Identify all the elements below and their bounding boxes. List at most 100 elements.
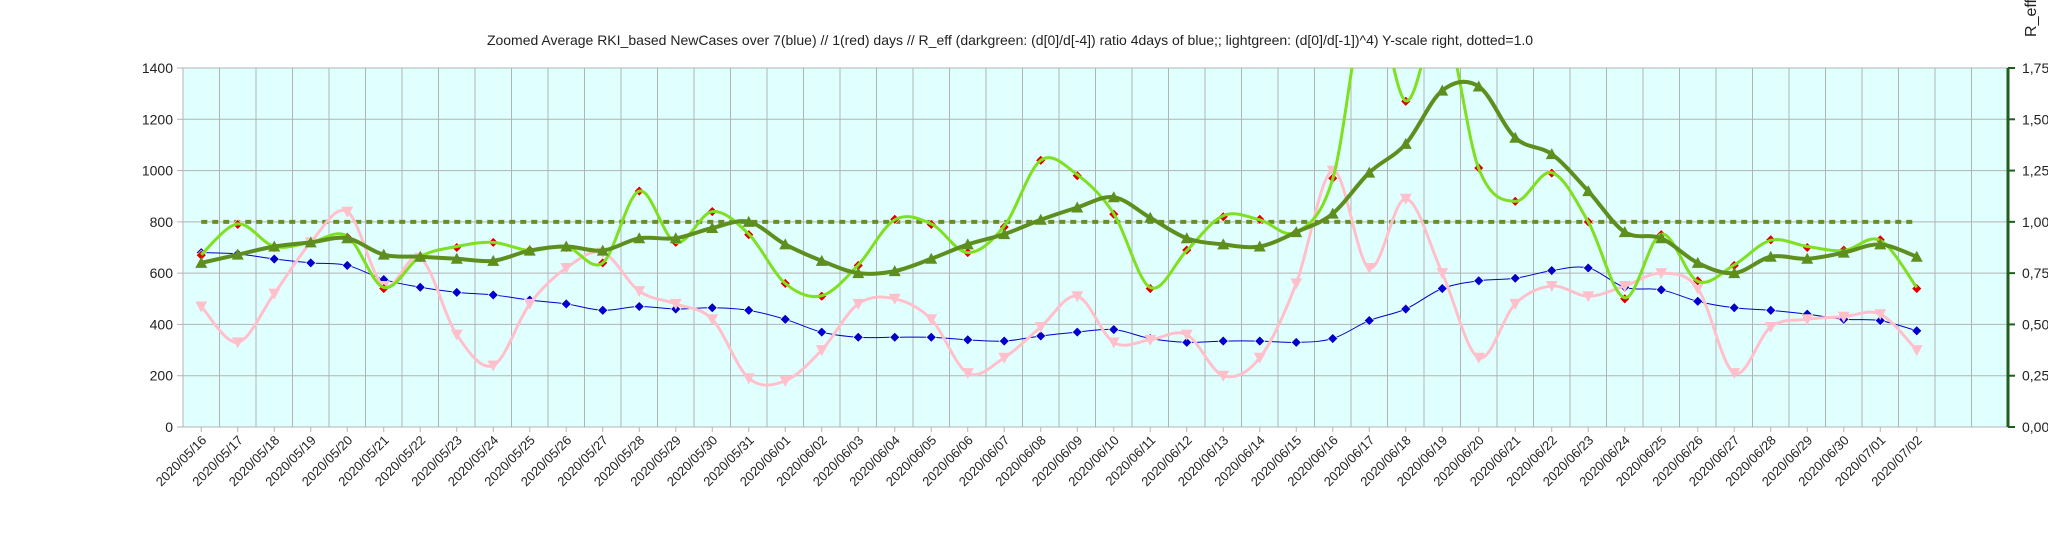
data-point-marker bbox=[1290, 226, 1303, 238]
data-point-marker bbox=[961, 238, 974, 250]
data-point-marker bbox=[1691, 256, 1704, 268]
y-right-tick-label: 1,25 bbox=[2022, 163, 2048, 179]
data-point-marker bbox=[1327, 333, 1339, 344]
data-point-marker bbox=[1874, 309, 1887, 321]
y-left-tick-label: 1400 bbox=[142, 60, 173, 76]
data-point-marker bbox=[1655, 232, 1668, 244]
data-point-marker bbox=[1582, 291, 1595, 303]
series-0 bbox=[195, 247, 1923, 348]
y2-axis-label: R_eff bbox=[2023, 0, 2040, 37]
data-point-marker bbox=[925, 314, 938, 326]
data-point-marker bbox=[231, 248, 244, 260]
data-point-marker bbox=[195, 256, 208, 268]
data-point-marker bbox=[669, 298, 682, 310]
y-left-tick-label: 600 bbox=[150, 265, 174, 281]
data-point-marker bbox=[450, 252, 463, 264]
data-point-marker bbox=[743, 304, 755, 316]
data-point-marker bbox=[1108, 324, 1120, 335]
y-right-tick-label: 0,00 bbox=[2022, 419, 2048, 435]
data-point-marker bbox=[1399, 137, 1412, 149]
data-point-marker bbox=[1217, 370, 1230, 382]
data-point-marker bbox=[961, 368, 974, 380]
data-point-marker bbox=[1545, 148, 1558, 160]
data-point-marker bbox=[1728, 267, 1741, 279]
data-point-marker bbox=[1071, 291, 1084, 303]
data-point-marker bbox=[1180, 232, 1193, 244]
data-point-marker bbox=[1910, 250, 1923, 262]
data-point-marker bbox=[1509, 298, 1522, 310]
data-point-marker bbox=[1107, 337, 1120, 349]
data-point-marker bbox=[414, 250, 427, 262]
data-point-marker bbox=[596, 244, 609, 256]
data-point-marker bbox=[1837, 311, 1850, 323]
series-3 bbox=[200, 68, 1918, 300]
data-point-marker bbox=[523, 244, 536, 256]
data-point-marker bbox=[1910, 345, 1923, 357]
data-point-marker bbox=[1874, 238, 1887, 250]
data-point-marker bbox=[1034, 321, 1047, 333]
data-point-marker bbox=[816, 326, 828, 338]
data-point-marker bbox=[1546, 265, 1558, 277]
data-point-marker bbox=[1655, 284, 1667, 296]
series-4 bbox=[195, 79, 1923, 279]
data-point-marker bbox=[1691, 283, 1704, 295]
y-right-tick-label: 0,50 bbox=[2022, 316, 2048, 332]
data-point-marker bbox=[1363, 263, 1376, 275]
data-point-marker bbox=[1509, 131, 1522, 143]
y-left-tick-label: 400 bbox=[150, 316, 174, 332]
data-point-marker bbox=[962, 334, 974, 346]
data-point-marker bbox=[231, 337, 244, 349]
data-point-marker bbox=[268, 253, 280, 265]
data-point-marker bbox=[852, 267, 865, 279]
data-point-marker bbox=[1545, 280, 1558, 292]
data-point-marker bbox=[1436, 84, 1449, 96]
data-point-marker bbox=[925, 252, 938, 264]
data-point-marker bbox=[633, 286, 646, 298]
data-point-marker bbox=[633, 301, 645, 312]
data-point-marker bbox=[1071, 326, 1083, 338]
data-point-marker bbox=[305, 257, 317, 269]
plot-series bbox=[195, 68, 1923, 387]
y-axis-left: 0 200 400 600 800 1000 1200 1400 bbox=[142, 60, 183, 435]
data-point-marker bbox=[815, 345, 828, 357]
data-point-marker bbox=[1144, 211, 1157, 223]
data-point-marker bbox=[1035, 330, 1047, 342]
data-point-marker bbox=[268, 288, 281, 300]
x-axis: 2020/05/162020/05/172020/05/182020/05/19… bbox=[153, 427, 1925, 489]
y-left-tick-label: 800 bbox=[150, 214, 174, 230]
y-left-tick-label: 200 bbox=[150, 368, 174, 384]
data-point-marker bbox=[1509, 272, 1521, 284]
data-point-marker bbox=[815, 254, 828, 266]
data-point-marker bbox=[1801, 314, 1814, 326]
data-point-marker bbox=[597, 304, 609, 316]
data-point-marker bbox=[1144, 334, 1157, 346]
data-point-marker bbox=[1107, 191, 1120, 203]
data-point-marker bbox=[195, 301, 208, 313]
data-point-marker bbox=[998, 352, 1011, 364]
data-point-marker bbox=[268, 240, 281, 252]
data-point-marker bbox=[304, 236, 317, 248]
series-line bbox=[200, 68, 1918, 300]
data-point-marker bbox=[706, 222, 719, 234]
y-axis-right: 0,00 0,25 0,50 0,75 1,00 1,25 1,50 1,75 bbox=[2006, 60, 2048, 435]
data-point-marker bbox=[1253, 240, 1266, 252]
data-point-marker bbox=[414, 281, 426, 293]
data-point-marker bbox=[1582, 262, 1594, 274]
data-point-marker bbox=[779, 375, 792, 387]
data-point-marker bbox=[1837, 246, 1850, 258]
data-point-marker bbox=[889, 331, 901, 343]
data-point-marker bbox=[998, 335, 1010, 347]
data-point-marker bbox=[1655, 268, 1668, 280]
data-point-marker bbox=[560, 240, 573, 252]
data-point-marker bbox=[560, 298, 572, 310]
data-point-marker bbox=[1326, 207, 1339, 219]
y-left-tick-label: 1200 bbox=[142, 111, 173, 127]
data-point-marker bbox=[1180, 329, 1193, 341]
data-point-marker bbox=[998, 228, 1011, 240]
chart-title: Zoomed Average RKI_based NewCases over 7… bbox=[487, 32, 1533, 48]
data-point-marker bbox=[1436, 268, 1449, 280]
data-point-marker bbox=[1764, 250, 1777, 262]
data-point-marker bbox=[1290, 278, 1303, 290]
data-point-marker bbox=[487, 254, 500, 266]
